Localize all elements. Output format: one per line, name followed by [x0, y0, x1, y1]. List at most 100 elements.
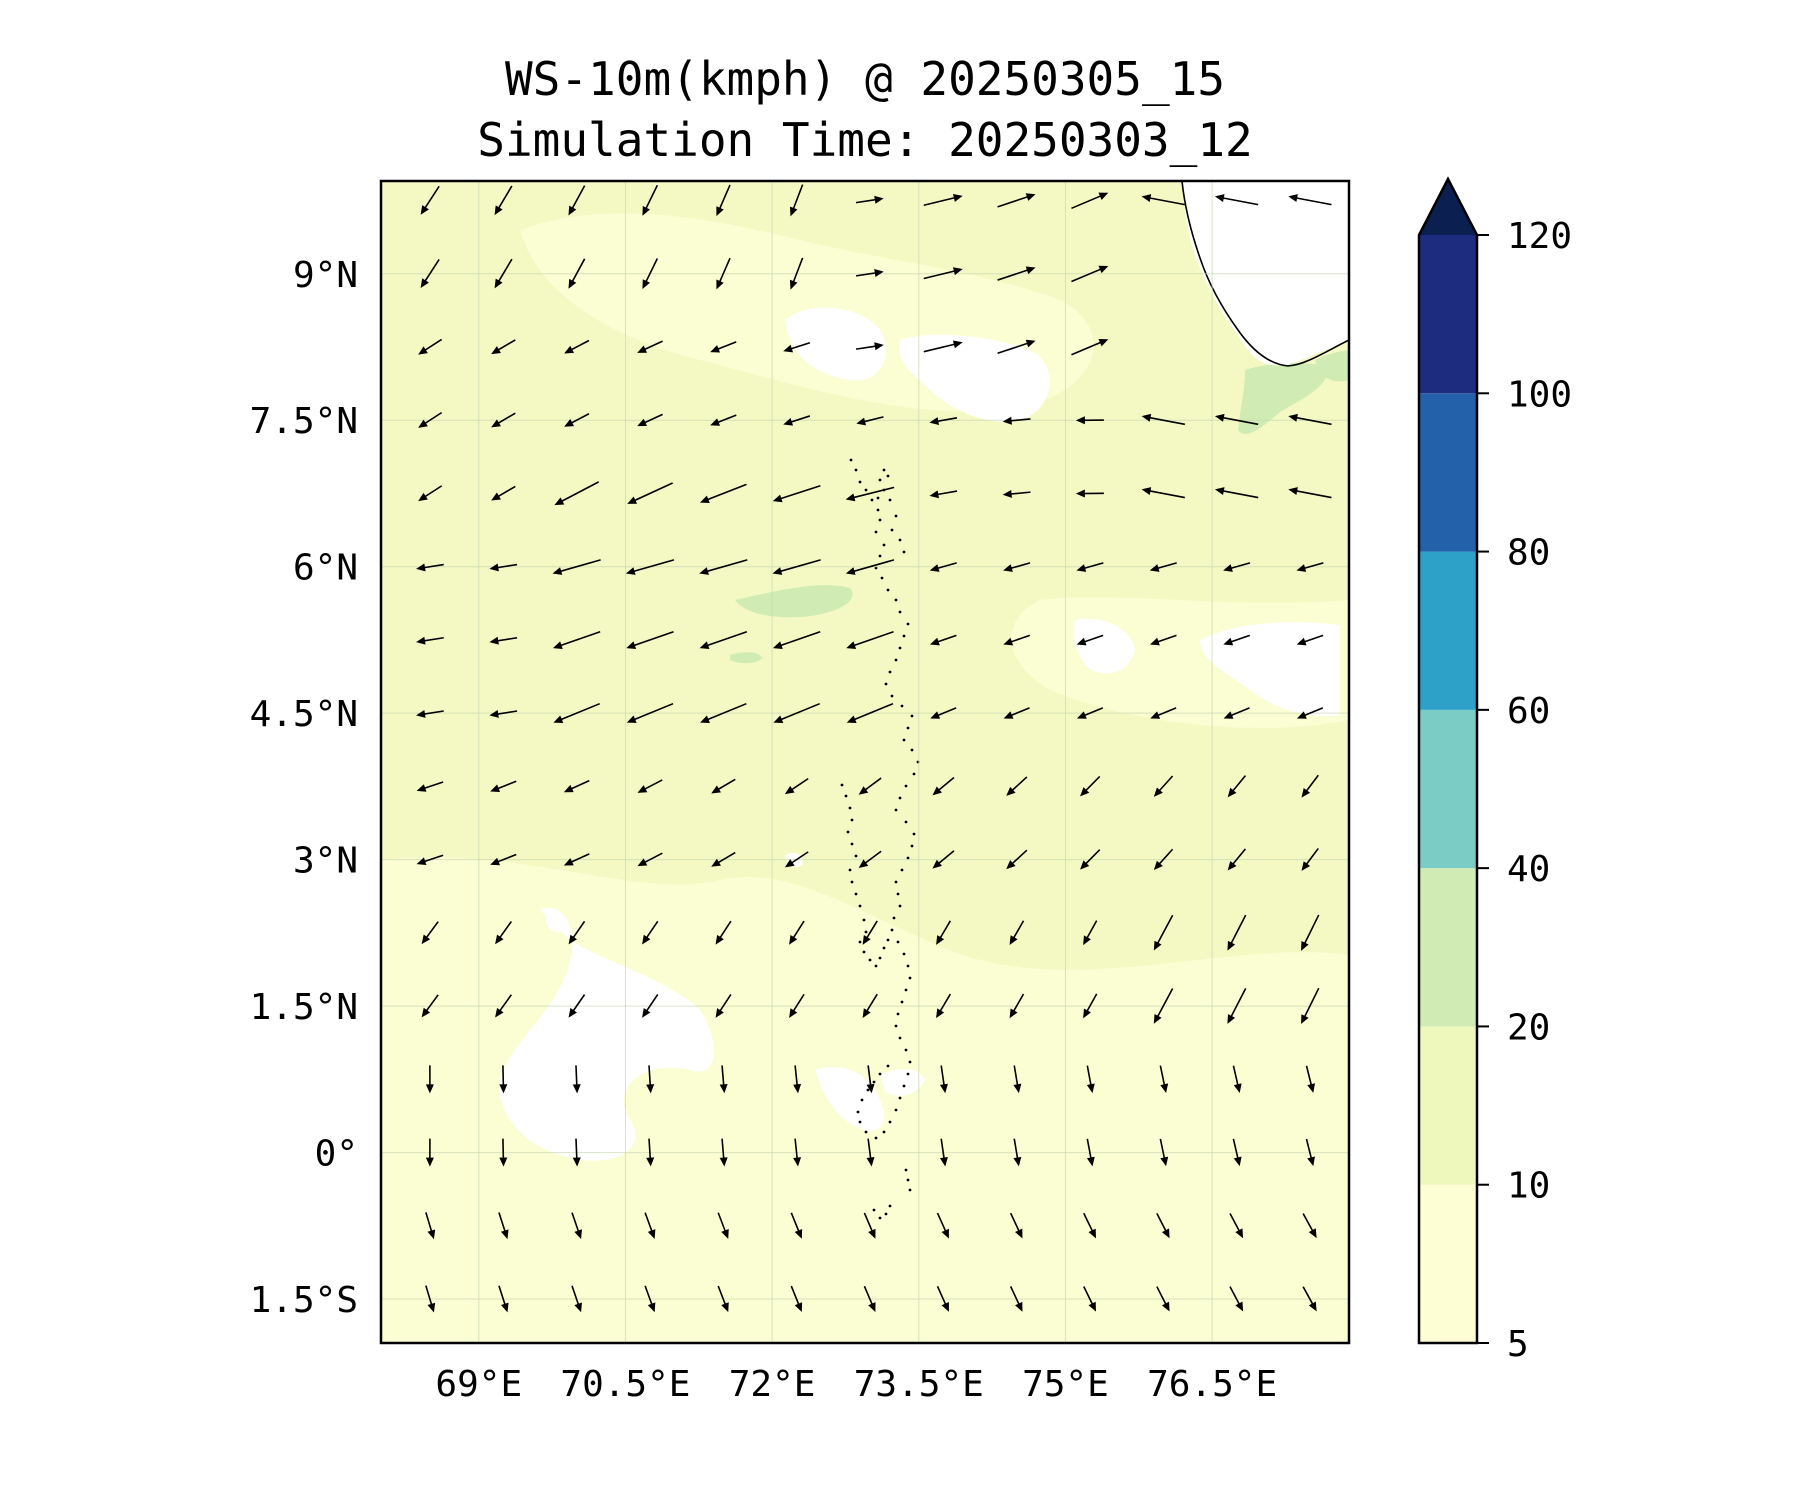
island-dot [902, 550, 906, 554]
wind-arrow [1305, 1065, 1315, 1093]
wind-arrow [564, 339, 590, 354]
wind-arrow [936, 920, 952, 945]
island-dot [878, 956, 882, 960]
wind-arrow [1009, 1286, 1023, 1312]
wind-arrow [1086, 1065, 1095, 1094]
wind-arrow [563, 853, 590, 866]
wind-arrow [862, 993, 878, 1019]
wind-arrow [715, 920, 732, 945]
lon-tick-label: 70.5°E [560, 1364, 690, 1405]
island-dot [904, 784, 908, 788]
wind-arrow [1075, 489, 1104, 498]
wind-arrow [1141, 487, 1185, 499]
wind-arrow [700, 702, 747, 723]
wind-arrow [416, 710, 444, 718]
island-dot [849, 458, 853, 462]
wind-arrow [1076, 634, 1104, 646]
wind-arrow [1141, 194, 1185, 206]
wind-arrow [552, 559, 601, 575]
island-dot [872, 1208, 876, 1212]
wind-arrow [637, 340, 663, 353]
wind-arrow [425, 1212, 436, 1240]
wind-arrow [717, 1285, 729, 1313]
wind-arrow [789, 184, 804, 217]
wind-arrow [571, 1212, 582, 1240]
wind-arrow [789, 257, 804, 290]
wind-arrow [1227, 848, 1247, 871]
wind-arrow [1156, 1212, 1170, 1239]
island-dot [904, 988, 908, 992]
wind-arrow [855, 195, 884, 204]
wind-arrow [1302, 1286, 1317, 1312]
island-dot [900, 704, 904, 708]
wind-arrow [1149, 562, 1177, 572]
wind-arrow [1076, 562, 1104, 572]
weak-wind-patch-8 [880, 1068, 925, 1096]
wind-arrow [1006, 849, 1028, 870]
wind-arrow [1086, 1138, 1095, 1167]
wind-arrow [498, 1212, 509, 1240]
lon-tick-label: 69°E [435, 1364, 522, 1405]
wind-arrow [1227, 775, 1247, 798]
wind-arrow [1296, 707, 1324, 719]
colorbar-extend-triangle [1419, 179, 1477, 235]
island-dot [850, 818, 854, 822]
wind-arrow [1232, 1138, 1242, 1167]
wind-arrow [932, 850, 955, 869]
weak-wind-patch-10 [545, 913, 568, 933]
wind-arrow [644, 1212, 656, 1239]
wind-arrow [416, 636, 444, 645]
wind-arrow [1013, 1065, 1022, 1094]
island-dot [882, 1130, 886, 1134]
wind-arrow [699, 630, 748, 649]
wind-arrow [1071, 265, 1109, 283]
colorbar-frame [1417, 176, 1479, 1345]
island-dot [858, 1120, 862, 1124]
island-dot [886, 1064, 890, 1068]
wind-arrow [564, 413, 590, 427]
colorbar-tick-label: 40 [1507, 849, 1550, 890]
wind-arrow [784, 777, 809, 795]
latitude-labels: 9°N 7.5°N 6°N 4.5°N 3°N 1.5°N 0° 1.5°S [250, 255, 358, 1321]
wind-arrow [1003, 707, 1030, 719]
wind-arrow [568, 994, 586, 1018]
island-dot [882, 543, 886, 547]
island-dot [886, 474, 890, 478]
island-dot [862, 918, 866, 922]
island-dot [888, 1120, 892, 1124]
wind-arrow [790, 1285, 803, 1313]
island-dot [864, 930, 868, 934]
wind-arrow [932, 776, 955, 796]
wind-arrow [716, 184, 731, 217]
wind-arrow [1227, 987, 1247, 1024]
wind-arrow [416, 854, 444, 866]
colorbar-tick-label: 80 [1507, 533, 1550, 574]
wind-arrow [923, 340, 963, 353]
island-dot [896, 1012, 900, 1016]
wind-arrow [418, 485, 443, 502]
lon-tick-label: 72°E [729, 1364, 816, 1405]
wind-arrow [939, 1065, 948, 1094]
island-dot [910, 844, 914, 848]
wind-arrow [568, 920, 586, 945]
wind-arrow [1156, 1286, 1170, 1312]
island-dot [878, 1216, 882, 1220]
wind-arrow [637, 852, 663, 867]
wind-arrow [552, 630, 601, 649]
lat-tick-label: 1.5°S [250, 1280, 358, 1321]
wind-arrow [1223, 634, 1251, 646]
island-dot [878, 518, 882, 522]
island-dot [854, 854, 858, 858]
island-dot [848, 868, 852, 872]
island-dot [900, 868, 904, 872]
island-dot [868, 958, 872, 962]
wind-arrow [1013, 1138, 1022, 1167]
island-dot [894, 658, 898, 662]
island-dot [858, 904, 862, 908]
weak-wind-patch-5 [1200, 622, 1340, 716]
wind-arrow [1159, 1065, 1169, 1094]
wind-arrow [571, 1285, 582, 1313]
island-dot [850, 842, 854, 846]
wind-arrow [923, 194, 963, 207]
india-coastline [1181, 181, 1349, 367]
